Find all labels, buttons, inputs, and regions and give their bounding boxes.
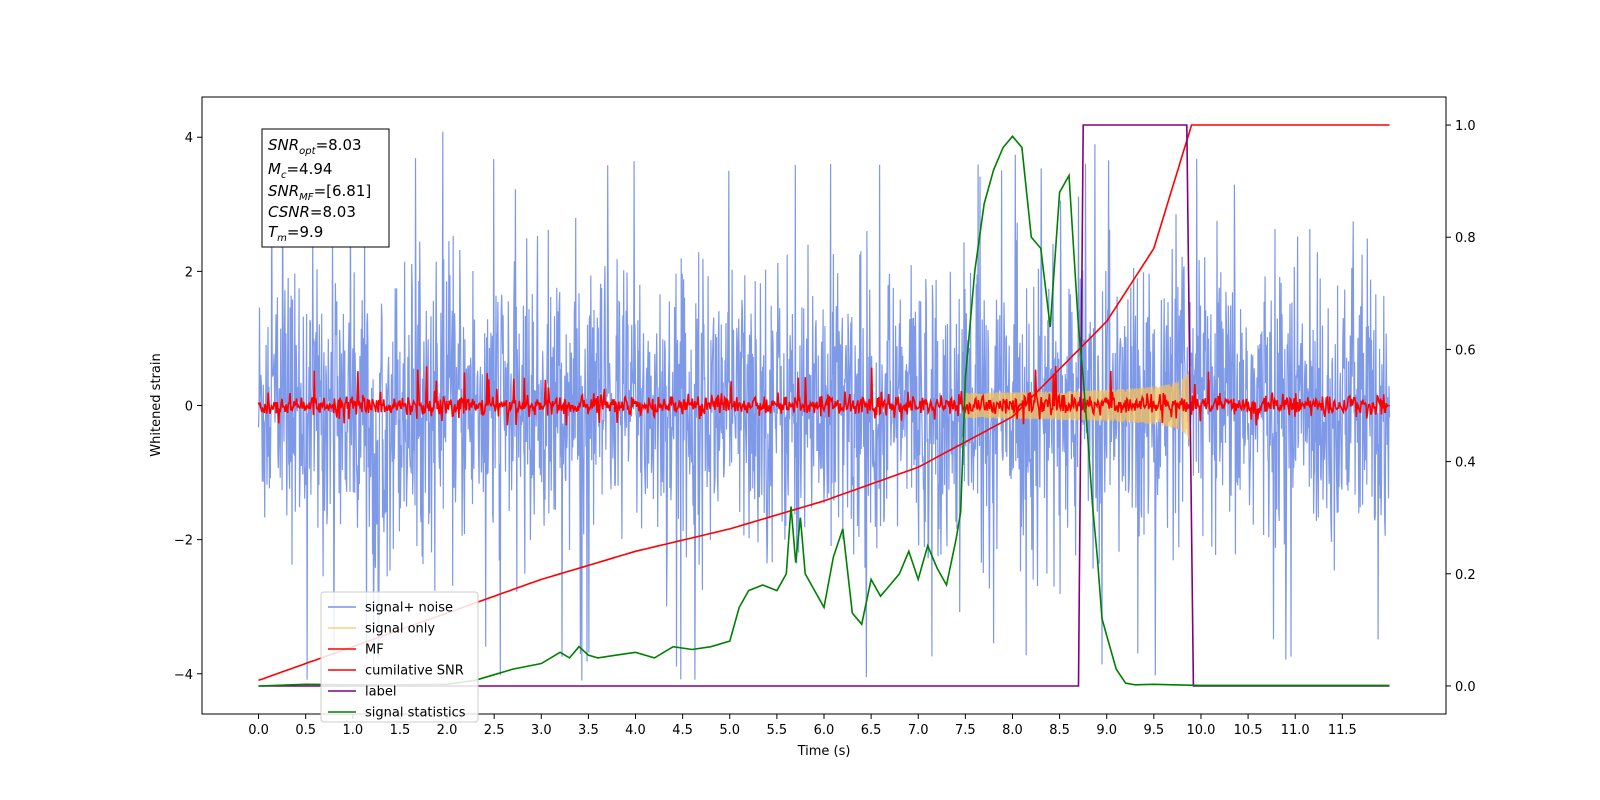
x-tick-label: 7.0 [908, 723, 929, 738]
y-right-tick-label: 0.0 [1455, 680, 1476, 695]
legend-label-signal-only: signal only [365, 622, 435, 637]
y-right-tick-label: 1.0 [1455, 119, 1476, 134]
y-left-tick-label: 4 [185, 131, 193, 146]
x-tick-label: 8.5 [1049, 723, 1070, 738]
y-right-tick-label: 0.8 [1455, 231, 1476, 246]
x-tick-label: 1.5 [390, 723, 411, 738]
x-tick-label: 8.0 [1002, 723, 1023, 738]
mf-line [257, 365, 1390, 426]
x-tick-label: 7.5 [955, 723, 976, 738]
x-tick-label: 6.5 [861, 723, 882, 738]
legend-label-label: label [365, 685, 396, 700]
x-tick-label: 11.0 [1281, 723, 1310, 738]
y-right-tick-label: 0.2 [1455, 568, 1476, 583]
x-tick-label: 3.0 [531, 723, 552, 738]
info-box: SNRopt=8.03 Mc=4.94 SNRMF=[6.81] CSNR=8.… [261, 128, 390, 248]
info-csnr: CSNR=8.03 [268, 203, 356, 221]
signal-only-line [964, 366, 1192, 452]
y-axis-label-left: Whitened strain [149, 353, 164, 456]
legend-label-signal-noise: signal+ noise [365, 601, 453, 616]
x-tick-label: 1.0 [342, 723, 363, 738]
x-tick-label: 5.5 [767, 723, 788, 738]
legend: signal+ noise signal only MF cumilative SNR… [320, 591, 479, 723]
x-axis-label: Time (s) [797, 744, 851, 759]
x-tick-label: 10.0 [1186, 723, 1215, 738]
y-right-tick-label: 0.6 [1455, 343, 1476, 358]
legend-label-mf: MF [365, 643, 384, 658]
x-tick-label: 9.0 [1096, 723, 1117, 738]
x-tick-label: 2.5 [484, 723, 505, 738]
x-tick-label: 5.0 [719, 723, 740, 738]
info-snr-mf: SNRMF=[6.81] [268, 182, 371, 203]
y-left-tick-label: −4 [174, 668, 193, 683]
x-tick-label: 2.0 [437, 723, 458, 738]
info-tm: Tm=9.9 [268, 223, 323, 244]
legend-label-signal-statistics: signal statistics [365, 706, 466, 721]
legend-label-cumilative-snr: cumilative SNR [365, 664, 464, 679]
y-left-tick-label: −2 [174, 534, 193, 549]
y-left-tick-label: 0 [185, 400, 193, 415]
x-tick-label: 9.5 [1144, 723, 1165, 738]
x-tick-label: 3.5 [578, 723, 599, 738]
axes-layer: 0.0 0.5 1.0 1.5 2.0 2.5 3.0 3.5 4.0 4.5 5.0 5.5 6.0 6… [174, 119, 1476, 738]
signal-statistics-line [258, 135, 1390, 687]
x-tick-label: 0.5 [295, 723, 316, 738]
x-tick-label: 6.0 [814, 723, 835, 738]
info-snr-opt: SNRopt=8.03 [268, 136, 362, 157]
info-mc: Mc=4.94 [268, 160, 332, 181]
y-right-tick-label: 0.4 [1455, 456, 1476, 471]
x-tick-label: 4.0 [625, 723, 646, 738]
x-tick-label: 0.0 [248, 723, 269, 738]
x-tick-label: 4.5 [672, 723, 693, 738]
y-left-tick-label: 2 [185, 265, 193, 280]
x-tick-label: 10.5 [1234, 723, 1263, 738]
x-tick-label: 11.5 [1328, 723, 1357, 738]
